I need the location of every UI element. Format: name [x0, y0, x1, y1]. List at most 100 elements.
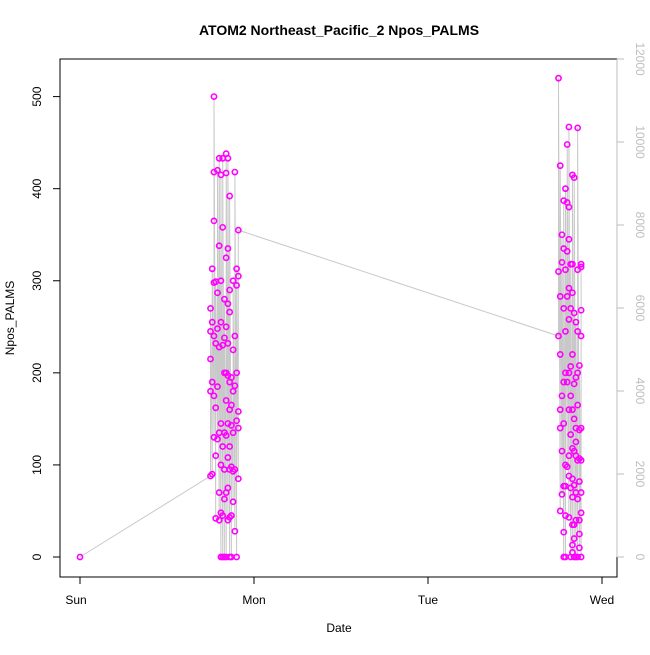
y-axis-right: 0 2000 4000 6000 8000 10000 12000 [616, 42, 647, 561]
data-point [222, 169, 230, 177]
data-point [227, 421, 235, 429]
gray-line-series [79, 78, 582, 558]
data-point [565, 369, 573, 377]
data-point [210, 392, 218, 400]
y-tick-label: 500 [30, 86, 44, 106]
data-point [556, 351, 564, 358]
y-right-tick-label: 10000 [633, 125, 647, 159]
x-tick-label: Mon [242, 593, 265, 607]
data-point [217, 171, 225, 179]
data-point [565, 284, 573, 292]
data-point [569, 475, 576, 483]
y-axis-left: 0 100 200 300 400 500 [30, 86, 61, 560]
data-point [574, 495, 582, 503]
data-point [233, 265, 240, 273]
data-point [233, 553, 240, 561]
x-tick-label: Sun [65, 593, 86, 607]
data-point [231, 382, 239, 390]
data-point [210, 217, 218, 225]
data-point [577, 456, 585, 464]
data-point [224, 454, 232, 461]
data-point [231, 168, 239, 176]
data-point [234, 408, 242, 415]
data-point [560, 420, 568, 427]
data-point [563, 247, 571, 255]
y-tick-label: 400 [30, 178, 44, 198]
data-point [558, 231, 566, 239]
data-point [558, 447, 566, 455]
data-point [567, 362, 575, 370]
data-point [565, 316, 573, 323]
data-point [575, 362, 583, 369]
data-point [210, 93, 218, 100]
data-point [208, 318, 216, 326]
data-point [212, 452, 220, 460]
data-point [563, 463, 571, 471]
data-point [560, 528, 568, 536]
data-point [208, 470, 216, 478]
gray-trace-line [79, 78, 582, 558]
data-point [577, 260, 585, 268]
data-point [556, 507, 564, 515]
data-point [555, 268, 562, 275]
data-point [227, 374, 235, 381]
data-point [570, 380, 578, 388]
data-point [229, 277, 237, 285]
data-point [234, 475, 242, 483]
data-point [233, 281, 240, 289]
data-point [227, 512, 235, 519]
data-point [215, 489, 223, 496]
scatter-points [76, 74, 585, 561]
data-point [234, 226, 242, 234]
data-point [558, 392, 566, 400]
data-point [217, 318, 225, 326]
data-point [569, 406, 576, 414]
data-point [562, 266, 569, 274]
data-point [562, 369, 569, 377]
y-right-tick-label: 4000 [633, 378, 647, 405]
data-point [570, 309, 578, 317]
data-point [565, 123, 573, 131]
data-point [217, 277, 225, 285]
data-point [575, 530, 583, 538]
data-point [558, 258, 566, 266]
y-right-tick-label: 0 [633, 554, 647, 561]
data-point [229, 429, 237, 437]
data-point [577, 509, 585, 517]
data-point [565, 406, 573, 414]
data-point [221, 334, 228, 342]
data-point [221, 495, 228, 503]
data-point [226, 192, 234, 200]
data-point [217, 420, 225, 427]
y-right-tick-label: 8000 [633, 212, 647, 239]
data-point [207, 304, 214, 312]
data-point [233, 369, 240, 377]
data-point [219, 443, 227, 450]
data-point [562, 328, 569, 335]
data-point [222, 432, 230, 439]
data-point [555, 332, 562, 340]
data-point [212, 404, 220, 412]
y-tick-label: 0 [30, 553, 44, 560]
x-tick-label: Tue [418, 593, 439, 607]
x-axis-label: Date [326, 621, 352, 635]
data-point [214, 325, 221, 333]
data-point [563, 293, 571, 300]
y-tick-label: 300 [30, 270, 44, 290]
data-point [556, 162, 564, 170]
data-point [558, 490, 566, 498]
data-point [222, 397, 230, 404]
data-point [560, 304, 568, 312]
data-point [574, 553, 582, 561]
data-point [574, 369, 582, 377]
data-point [226, 443, 234, 450]
data-point [575, 516, 583, 524]
data-point [210, 332, 218, 340]
data-point [224, 484, 232, 492]
data-point [574, 328, 582, 335]
data-point [229, 498, 237, 506]
data-point [214, 435, 221, 443]
data-point [572, 318, 580, 326]
